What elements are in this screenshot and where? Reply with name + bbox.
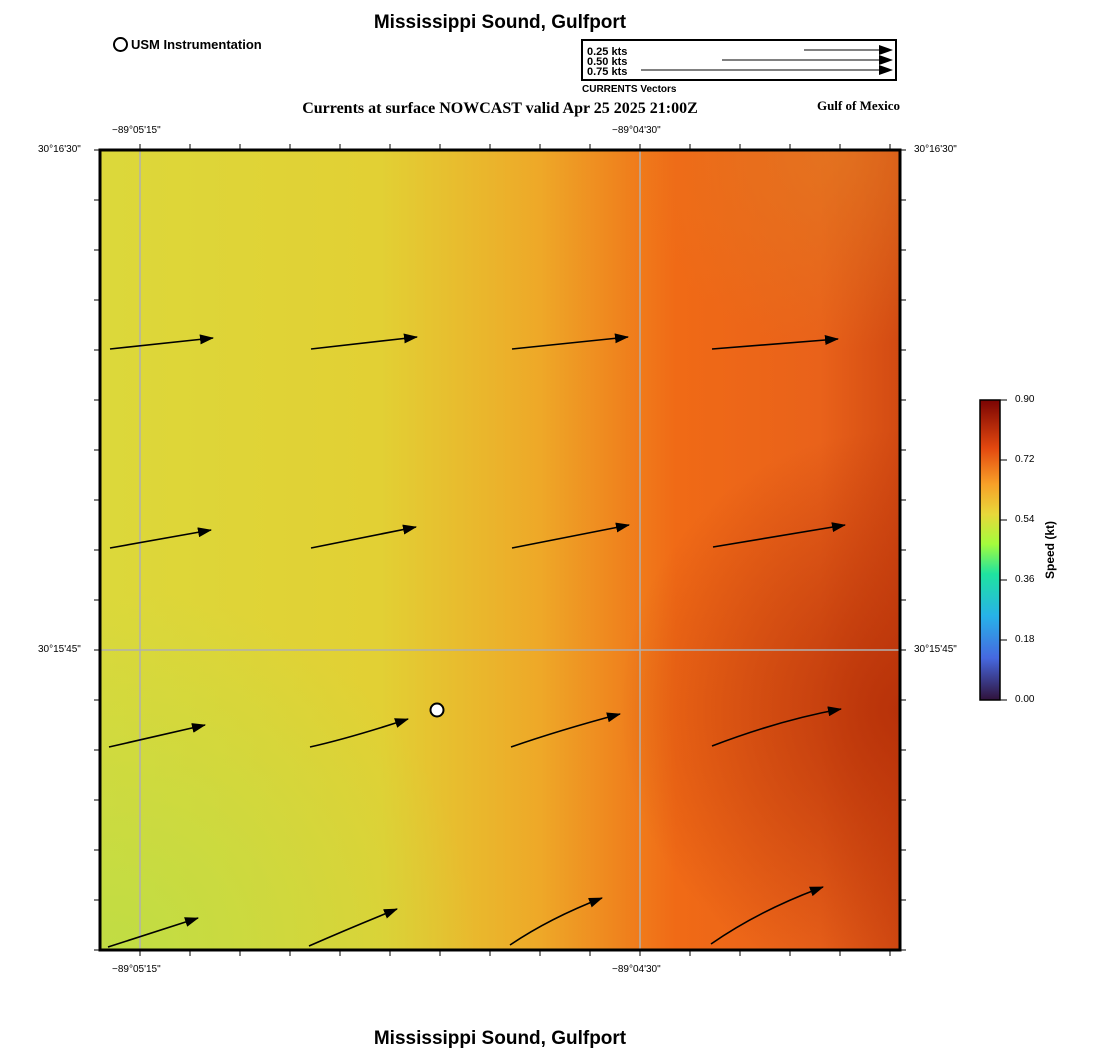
map-subtitle: Currents at surface NOWCAST valid Apr 25… <box>302 100 698 117</box>
lon-label-bottom: −89°05'15" <box>112 964 161 975</box>
vector-legend-row: 0.75 kts <box>587 66 628 78</box>
colorbar-tick-label: 0.18 <box>1015 634 1035 645</box>
current-vector-arrow <box>310 333 418 350</box>
lat-label-left: 30°15'45" <box>38 644 81 655</box>
current-vector-arrow <box>308 908 398 947</box>
current-vectors <box>107 333 846 948</box>
map-field <box>100 150 900 950</box>
vector-legend-row: 0.25 kts <box>587 46 628 58</box>
colorbar-tick-label: 0.36 <box>1015 574 1035 585</box>
lat-label-right: 30°15'45" <box>914 644 957 655</box>
current-vector-arrow <box>710 886 824 945</box>
current-vector-arrow <box>310 524 417 549</box>
vector-legend-row: 0.50 kts <box>587 56 628 68</box>
current-vector-arrow <box>711 706 842 747</box>
current-vector-arrow <box>109 527 212 549</box>
current-vector-arrow <box>712 522 846 548</box>
current-vector-arrow <box>511 522 630 549</box>
lat-label-right: 30°16'30" <box>914 144 957 155</box>
lon-label-top: −89°05'15" <box>112 125 161 136</box>
current-vector-arrow <box>711 335 839 350</box>
map-frame <box>98 148 902 952</box>
colorbar-tick-label: 0.90 <box>1015 394 1035 405</box>
graticule <box>100 150 900 950</box>
current-vector-arrow <box>509 897 603 946</box>
current-vector-arrow <box>109 334 214 350</box>
colorbar-ramp <box>979 399 1001 701</box>
colorbar-tick-label: 0.54 <box>1015 514 1035 525</box>
open-circle-icon <box>113 37 128 52</box>
current-vector-arrow <box>511 333 629 350</box>
map-title: Mississippi Sound, Gulfport <box>373 12 627 33</box>
vector-legend-arrows <box>641 45 893 75</box>
instrument-legend: USM Instrumentation <box>113 37 262 52</box>
current-vector-arrow <box>309 718 409 748</box>
lon-label-top: −89°04'30" <box>612 125 661 136</box>
colorbar-title: Speed (kt) <box>1043 520 1057 580</box>
colorbar <box>979 399 1007 701</box>
usm-instrument-marker <box>429 702 445 718</box>
colorbar-tick-label: 0.72 <box>1015 454 1035 465</box>
vector-legend-caption: CURRENTS Vectors <box>582 84 677 95</box>
instrument-legend-label: USM Instrumentation <box>131 37 262 52</box>
lat-label-left: 30°16'30" <box>38 144 81 155</box>
colorbar-tick-label: 0.00 <box>1015 694 1035 705</box>
map-title-bottom: Mississippi Sound, Gulfport <box>373 1028 627 1049</box>
current-vector-arrow <box>510 712 621 748</box>
current-vector-arrow <box>107 917 199 948</box>
current-vector-arrow <box>108 723 206 748</box>
region-label: Gulf of Mexico <box>816 98 900 113</box>
lon-label-bottom: −89°04'30" <box>612 964 661 975</box>
